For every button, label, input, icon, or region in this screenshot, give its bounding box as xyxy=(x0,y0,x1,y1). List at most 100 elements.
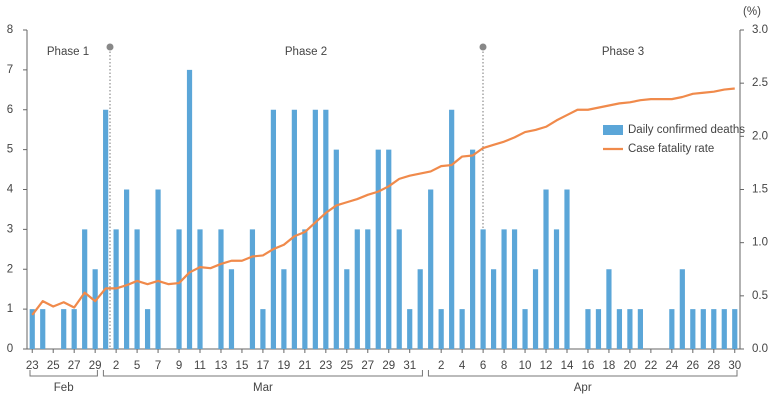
bar xyxy=(186,69,193,349)
x-tick-label: 25 xyxy=(47,360,60,372)
bar xyxy=(511,229,518,349)
bar xyxy=(333,149,339,349)
bar xyxy=(92,269,98,349)
x-tick-label: 23 xyxy=(319,360,332,372)
bar xyxy=(564,189,570,349)
x-tick-label: 2 xyxy=(438,360,444,372)
bar xyxy=(732,309,738,349)
x-tick-label: 11 xyxy=(194,360,206,372)
bar xyxy=(690,309,696,349)
bar xyxy=(82,229,88,349)
y-tick-label: 0 xyxy=(7,343,13,355)
x-tick-label: 6 xyxy=(480,360,486,372)
y-tick-label: 6 xyxy=(7,104,13,116)
bar xyxy=(228,269,235,349)
x-tick-label: 18 xyxy=(603,360,616,372)
bar xyxy=(365,229,371,349)
legend-swatch xyxy=(603,125,623,135)
x-tick-label: 24 xyxy=(665,360,678,372)
x-tick-label: 5 xyxy=(134,360,140,372)
x-tick-label: 23 xyxy=(26,360,39,372)
y2-tick-label: 3.0 xyxy=(752,24,768,36)
bar xyxy=(40,309,46,349)
x-tick-label: 29 xyxy=(382,360,395,372)
x-tick-label: 30 xyxy=(728,360,741,372)
phase-label: Phase 2 xyxy=(285,46,327,58)
x-group-bracket xyxy=(102,370,423,377)
bar xyxy=(323,109,329,349)
x-tick-label: 8 xyxy=(501,360,507,372)
x-tick-label: 26 xyxy=(686,360,699,372)
bar xyxy=(459,309,465,349)
bar xyxy=(428,189,434,349)
x-tick-label: 21 xyxy=(298,360,311,372)
bar xyxy=(270,109,277,349)
y-tick-label: 4 xyxy=(7,184,14,196)
bar xyxy=(407,309,413,349)
y2-tick-label: 1.0 xyxy=(752,237,768,249)
bar xyxy=(176,229,182,349)
x-tick-label: 27 xyxy=(68,360,81,372)
bar xyxy=(470,149,476,349)
x-tick-label: 10 xyxy=(519,360,532,372)
y2-tick-label: 2.5 xyxy=(752,77,768,89)
legend-label: Case fatality rate xyxy=(628,143,714,155)
y-tick-label: 3 xyxy=(7,223,13,235)
bar xyxy=(417,269,423,349)
bar xyxy=(103,109,109,349)
bar xyxy=(61,309,67,349)
bar xyxy=(281,269,287,349)
bar xyxy=(438,309,444,349)
bar xyxy=(449,109,455,349)
bar xyxy=(260,309,266,349)
phase-label: Phase 3 xyxy=(602,46,644,58)
bar xyxy=(553,229,560,349)
bar xyxy=(71,309,77,349)
x-tick-label: 31 xyxy=(403,360,416,372)
y2-tick-label: 0.0 xyxy=(752,343,768,355)
x-tick-label: 19 xyxy=(277,360,290,372)
x-tick-label: 9 xyxy=(176,360,182,372)
x-tick-label: 7 xyxy=(155,360,161,372)
bar xyxy=(291,109,297,349)
bar xyxy=(197,229,203,349)
bar xyxy=(396,229,402,349)
bar xyxy=(29,309,35,349)
phase-marker xyxy=(479,43,487,51)
phase-label: Phase 1 xyxy=(47,46,89,58)
bar xyxy=(124,189,130,349)
bar xyxy=(386,149,392,349)
x-tick-label: 4 xyxy=(459,360,466,372)
x-tick-label: 13 xyxy=(215,360,228,372)
x-group-label: Apr xyxy=(574,382,592,394)
y2-tick-label: 2.0 xyxy=(752,130,768,142)
bar xyxy=(490,269,497,349)
x-group-bracket xyxy=(29,370,98,377)
bar xyxy=(627,309,633,349)
bar xyxy=(134,229,140,349)
x-tick-label: 25 xyxy=(340,360,353,372)
x-tick-label: 27 xyxy=(361,360,374,372)
x-tick-label: 28 xyxy=(707,360,720,372)
x-tick-label: 12 xyxy=(540,360,553,372)
y2-tick-label: 0.5 xyxy=(752,290,768,302)
x-tick-label: 22 xyxy=(644,360,657,372)
bar xyxy=(155,189,161,349)
x-tick-label: 16 xyxy=(582,360,595,372)
y-tick-label: 1 xyxy=(7,303,13,315)
x-tick-label: 14 xyxy=(561,360,574,372)
phase-marker xyxy=(106,43,114,51)
bar xyxy=(144,309,151,349)
bar xyxy=(679,269,685,349)
bar xyxy=(616,309,623,349)
x-tick-label: 2 xyxy=(113,360,119,372)
x-tick-label: 20 xyxy=(624,360,637,372)
x-tick-label: 15 xyxy=(236,360,249,372)
y2-tick-label: 1.5 xyxy=(752,184,768,196)
bar xyxy=(480,229,486,349)
bar xyxy=(606,269,612,349)
line xyxy=(31,87,735,316)
bar xyxy=(700,309,706,349)
bar xyxy=(375,149,381,349)
